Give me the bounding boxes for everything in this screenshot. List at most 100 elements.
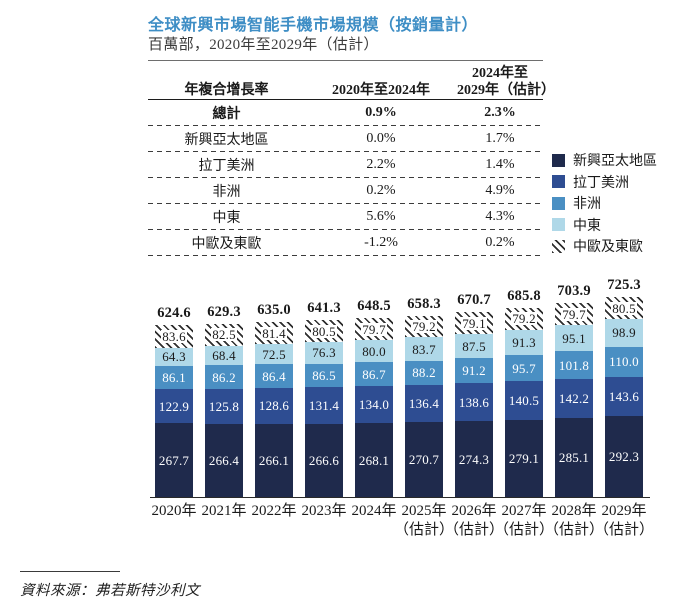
bar-value-label: 131.4 xyxy=(308,397,340,413)
bar-segment-latin-america: 125.8 xyxy=(205,388,243,424)
bar-value-label: 81.4 xyxy=(261,325,287,341)
header-metric: 年複合增長率 xyxy=(184,83,269,98)
bar-value-label: 274.3 xyxy=(458,451,490,467)
row-label: 拉丁美洲 xyxy=(198,159,255,174)
x-axis-label: 2024年 xyxy=(351,503,397,519)
table-row-africa: 非洲 0.2% 4.9% xyxy=(148,178,543,204)
legend-swatch-icon xyxy=(552,153,565,167)
bar-segment-middle-east: 68.4 xyxy=(205,346,243,366)
bar-segment-central-eastern-europe: 81.4 xyxy=(255,322,293,345)
bar-value-label: 279.1 xyxy=(508,451,540,467)
bar-value-label: 143.6 xyxy=(608,389,640,405)
header-period-2-line2: 2029年（估計） xyxy=(457,83,555,98)
bar-segment-middle-east: 98.9 xyxy=(605,319,643,347)
header-period-2: 2024年至 2029年（估計） xyxy=(457,65,555,99)
bar-segment-emerging-apac: 266.6 xyxy=(305,423,343,497)
bar-segment-emerging-apac: 285.1 xyxy=(555,418,593,497)
legend-item-middle-east: 中東 xyxy=(552,218,657,234)
bar-segment-emerging-apac: 270.7 xyxy=(405,422,443,497)
bar-segment-middle-east: 87.5 xyxy=(455,334,493,359)
bar-segment-emerging-apac: 266.1 xyxy=(255,423,293,497)
bar-total-label: 685.8 xyxy=(507,288,541,305)
legend-item-emerging-apac: 新興亞太地區 xyxy=(552,153,657,169)
bar-value-label: 79.1 xyxy=(461,315,487,331)
bar-total-label: 624.6 xyxy=(157,304,191,321)
bar-segment-central-eastern-europe: 79.7 xyxy=(555,303,593,326)
row-label: 中歐及東歐 xyxy=(191,237,262,252)
row-label: 中東 xyxy=(212,211,241,226)
bar-value-label: 86.4 xyxy=(262,368,286,384)
bar-value-label: 68.4 xyxy=(212,348,236,364)
bar-value-label: 128.6 xyxy=(258,398,290,414)
bar-segment-middle-east: 64.3 xyxy=(155,347,193,366)
legend-swatch-icon xyxy=(552,175,565,188)
bar-segment-africa: 110.0 xyxy=(605,346,643,377)
row-value-2: 2.3% xyxy=(484,105,516,120)
bar-segment-central-eastern-europe: 83.6 xyxy=(155,324,193,348)
legend-swatch-icon xyxy=(552,196,565,210)
x-axis-line xyxy=(150,497,650,498)
x-axis-label: 2026年 （估計） xyxy=(443,503,504,538)
bar-segment-middle-east: 76.3 xyxy=(305,342,343,364)
legend-swatch-icon xyxy=(552,239,565,253)
bar-total-label: 635.0 xyxy=(257,302,291,319)
bar-value-label: 122.9 xyxy=(158,398,190,414)
bar-total-label: 725.3 xyxy=(607,277,641,294)
bar-segment-latin-america: 140.5 xyxy=(505,381,543,421)
bar-segment-central-eastern-europe: 79.2 xyxy=(405,315,443,338)
bar-segment-middle-east: 72.5 xyxy=(255,344,293,365)
bar-total-label: 648.5 xyxy=(357,298,391,315)
row-value-1: -1.2% xyxy=(364,235,398,250)
bar-value-label: 142.2 xyxy=(558,391,590,407)
bar-value-label: 76.3 xyxy=(312,345,336,361)
row-value-2: 4.3% xyxy=(485,209,515,224)
legend-item-latin-america: 拉丁美洲 xyxy=(552,175,657,191)
bar-total-label: 670.7 xyxy=(457,292,491,309)
bar-value-label: 79.2 xyxy=(511,311,537,327)
row-value-1: 2.2% xyxy=(366,157,396,172)
bar-segment-latin-america: 136.4 xyxy=(405,384,443,423)
row-value-1: 5.6% xyxy=(366,209,396,224)
row-value-2: 1.4% xyxy=(485,157,515,172)
bar-value-label: 86.7 xyxy=(362,366,386,382)
bar-segment-middle-east: 91.3 xyxy=(505,329,543,356)
bar-segment-africa: 86.5 xyxy=(305,363,343,388)
bar-segment-latin-america: 143.6 xyxy=(605,376,643,417)
legend-label: 新興亞太地區 xyxy=(573,154,657,169)
bar-value-label: 270.7 xyxy=(408,452,440,468)
bar-segment-emerging-apac: 266.4 xyxy=(205,423,243,497)
legend-label: 拉丁美洲 xyxy=(573,175,629,191)
table-row-emerging-apac: 新興亞太地區 0.0% 1.7% xyxy=(148,126,543,152)
x-axis-label: 2029年 （估計） xyxy=(593,503,654,538)
bar-value-label: 285.1 xyxy=(558,450,590,466)
bar-value-label: 86.2 xyxy=(212,369,236,385)
legend-item-africa: 非洲 xyxy=(552,196,657,212)
bar-value-label: 86.1 xyxy=(162,370,186,386)
bar-value-label: 266.4 xyxy=(208,452,240,468)
bar-segment-emerging-apac: 292.3 xyxy=(605,416,643,497)
x-axis-label: 2027年 （估計） xyxy=(493,503,554,538)
bar-segment-latin-america: 138.6 xyxy=(455,383,493,422)
bar-value-label: 79.7 xyxy=(561,306,587,322)
bar-value-label: 79.2 xyxy=(411,319,437,335)
bar-segment-middle-east: 83.7 xyxy=(405,337,443,361)
bar-value-label: 86.5 xyxy=(312,367,336,383)
chart-legend: 新興亞太地區 拉丁美洲 非洲 中東 中歐及東歐 xyxy=(552,153,657,255)
bar-segment-africa: 86.2 xyxy=(205,365,243,389)
bar-value-label: 80.0 xyxy=(362,343,386,359)
bar-segment-africa: 95.7 xyxy=(505,355,543,382)
x-axis-label: 2021年 xyxy=(201,503,247,519)
bar-value-label: 98.9 xyxy=(612,325,636,341)
bar-value-label: 266.1 xyxy=(258,452,290,468)
legend-item-central-eastern-europe: 中歐及東歐 xyxy=(552,239,657,255)
row-value-1: 0.2% xyxy=(366,183,396,198)
bar-segment-africa: 91.2 xyxy=(455,358,493,384)
x-axis-label: 2028年 （估計） xyxy=(543,503,604,538)
row-value-1: 0.0% xyxy=(366,131,396,146)
x-axis-label: 2020年 xyxy=(151,503,197,519)
bar-segment-central-eastern-europe: 82.5 xyxy=(205,323,243,347)
row-value-2: 4.9% xyxy=(485,183,515,198)
figure-title: 全球新興市場智能手機市場規模（按銷量計） xyxy=(148,17,479,34)
